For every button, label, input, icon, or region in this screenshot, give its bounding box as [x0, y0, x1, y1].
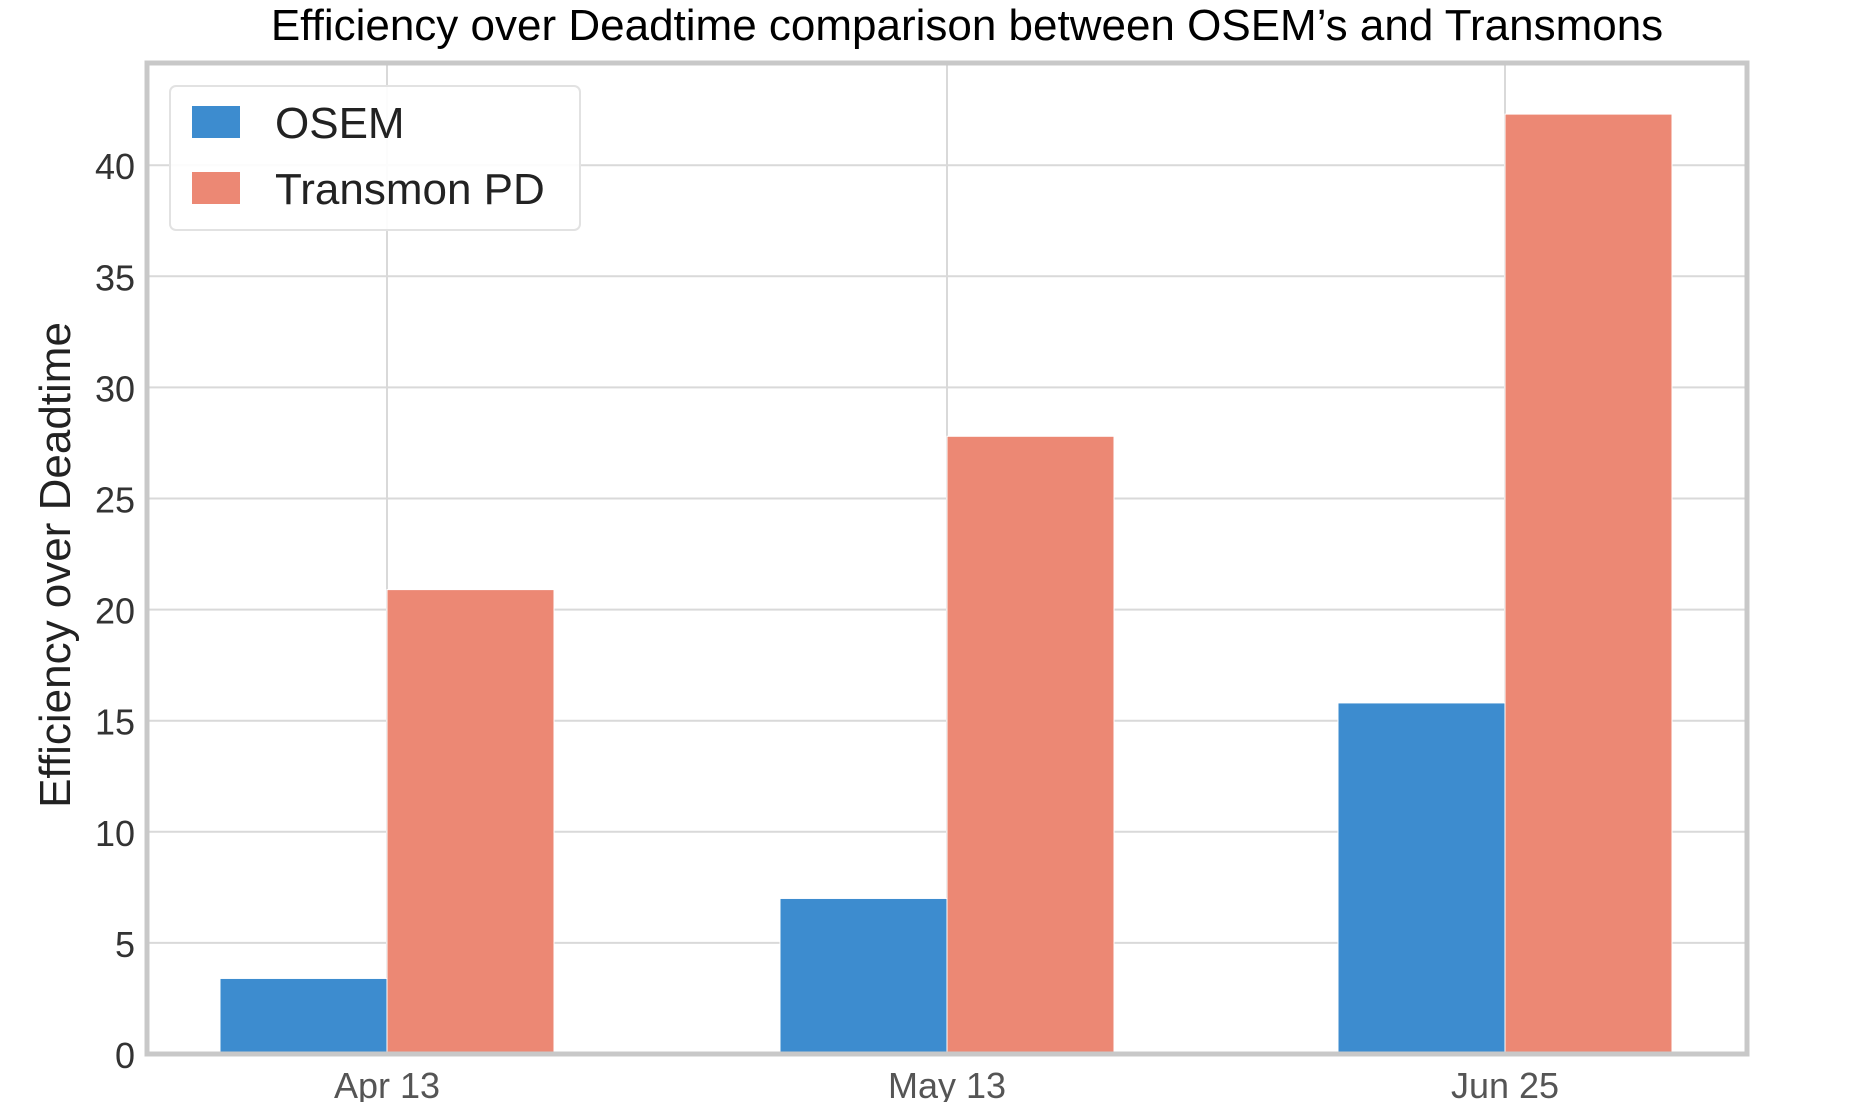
- plot-frame: [144, 60, 1750, 1057]
- bar-transmon-pd-2: [1504, 113, 1673, 1055]
- y-tick-label: 15: [95, 702, 135, 743]
- legend-swatch: [192, 172, 240, 204]
- y-tick-label: 40: [95, 146, 135, 187]
- bar-osem-0: [219, 977, 388, 1055]
- y-tick-label: 20: [95, 591, 135, 632]
- bars: [219, 113, 1673, 1055]
- x-tick-label: Jun 25: [1451, 1065, 1559, 1102]
- bar-transmon-pd-1: [946, 435, 1115, 1055]
- legend-box: [169, 85, 581, 231]
- y-tick-label: 35: [95, 257, 135, 298]
- y-tick-label: 0: [115, 1035, 135, 1076]
- y-axis-label: Efficiency over Deadtime: [31, 322, 80, 808]
- plot-border: [144, 60, 1750, 1057]
- legend-swatch: [192, 106, 240, 138]
- legend-label: Transmon PD: [275, 165, 545, 214]
- bar-osem-1: [779, 897, 948, 1055]
- y-tick-label: 25: [95, 480, 135, 521]
- x-tick-label: May 13: [888, 1065, 1006, 1102]
- y-tick-label: 30: [95, 368, 135, 409]
- y-tick-labels: 0 5 10 15 20 25 30 35 40: [95, 146, 135, 1076]
- x-tick-labels: Apr 13 May 13 Jun 25: [334, 1065, 1559, 1106]
- y-tick-label: 10: [95, 813, 135, 854]
- legend-label: OSEM: [275, 99, 405, 148]
- y-tick-label: 5: [115, 924, 135, 965]
- x-tick-label: Apr 13: [334, 1065, 440, 1102]
- bar-osem-2: [1337, 702, 1506, 1055]
- bar-transmon-pd-0: [386, 589, 555, 1055]
- chart-title: Efficiency over Deadtime comparison betw…: [271, 1, 1663, 50]
- legend: OSEM Transmon PD: [169, 85, 581, 231]
